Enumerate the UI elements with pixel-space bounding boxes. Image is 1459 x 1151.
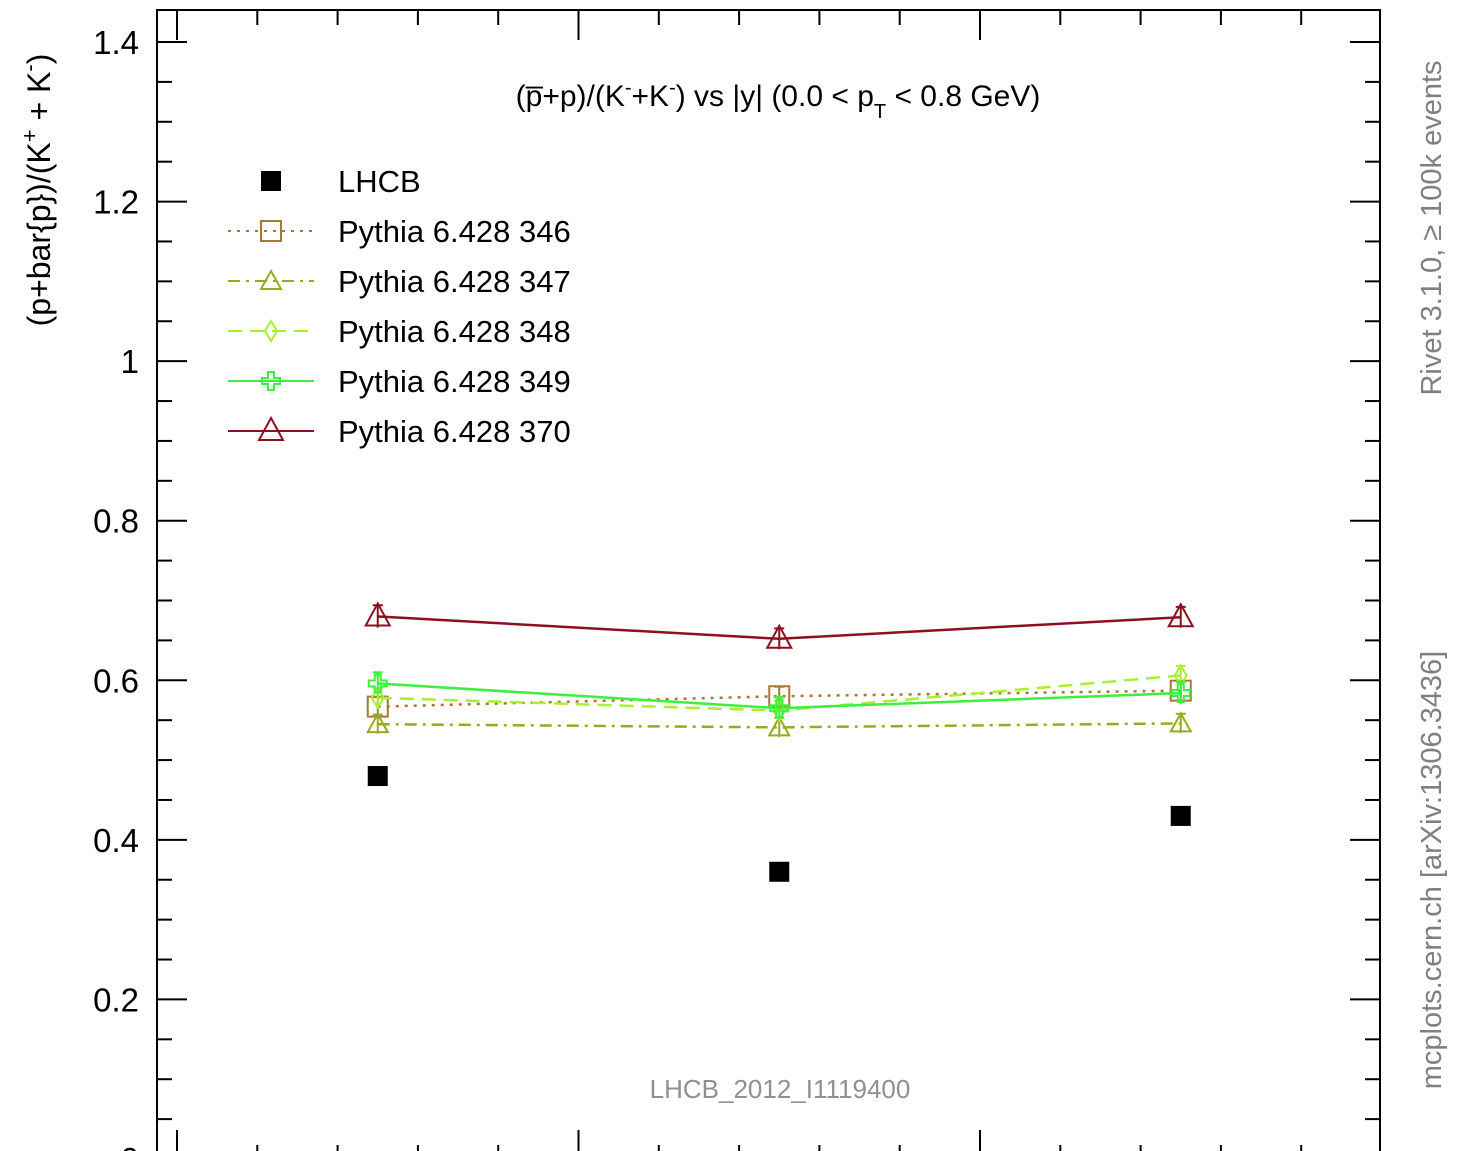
series-lhcb: [367, 766, 1191, 882]
data-point: [1170, 683, 1191, 704]
y-tick-label: 1: [121, 343, 139, 380]
legend-item: Pythia 6.428 348: [228, 314, 571, 349]
legend-marker: [261, 371, 281, 391]
data-point: [1170, 805, 1191, 826]
title-end: < 0.8 GeV): [886, 80, 1040, 113]
legend-marker: [261, 171, 281, 191]
title-mid: +K: [632, 80, 670, 113]
plot-frame: [156, 9, 1381, 1151]
legend-label: Pythia 6.428 349: [338, 364, 571, 399]
legend: LHCB Pythia 6.428 346 Pythia 6.428 347 Pyth…: [228, 164, 571, 449]
x-axis-ticks: [176, 10, 1303, 1151]
ylabel-sup2: -: [17, 64, 42, 71]
data-point: [765, 623, 793, 649]
series-347: [366, 711, 1193, 737]
title-tail: ) vs |y| (0.0 < p: [676, 80, 874, 113]
ylabel-mid: + K: [21, 72, 57, 130]
legend-item: Pythia 6.428 349: [228, 364, 571, 399]
side-label-bottom: mcplots.cern.ch [arXiv:1306.3436]: [1416, 651, 1448, 1089]
legend-item: Pythia 6.428 370: [228, 414, 571, 449]
legend-label: Pythia 6.428 348: [338, 314, 571, 349]
data-point: [370, 685, 385, 710]
series-370: [364, 601, 1195, 650]
data-point: [769, 698, 790, 719]
y-tick-label: 1.4: [93, 24, 139, 61]
data-point: [364, 601, 392, 627]
legend-item: Pythia 6.428 346: [228, 214, 571, 249]
data-point: [1169, 711, 1193, 733]
title-sup1: -: [625, 77, 632, 99]
y-tick-label: 0.6: [93, 662, 139, 699]
y-tick-label: 1.2: [93, 184, 139, 221]
chart-title: (p̅+p)/(K-+K-) vs |y| (0.0 < pT < 0.8 Ge…: [516, 77, 1041, 123]
ylabel-sup1: +: [17, 129, 42, 142]
legend-label: Pythia 6.428 370: [338, 414, 571, 449]
y-tick-label: 0.4: [93, 822, 139, 859]
plot-axes: [156, 9, 1381, 1151]
y-axis-label: (p+bar{p})/(K+ + K-): [17, 54, 57, 327]
legend-label: Pythia 6.428 346: [338, 214, 571, 249]
data-point: [769, 861, 790, 882]
legend-marker: [260, 220, 282, 242]
legend-item: Pythia 6.428 347: [228, 264, 571, 299]
y-tick-label: 0.2: [93, 981, 139, 1018]
legend-item: LHCB: [261, 164, 421, 199]
data-point: [767, 715, 791, 737]
legend-marker: [263, 319, 279, 343]
legend-marker: [257, 415, 285, 441]
y-tick-label: 0.8: [93, 503, 139, 540]
data-point: [366, 712, 390, 734]
data-point: [367, 673, 388, 694]
y-tick-label: 0: [121, 1141, 139, 1151]
data-point: [1167, 602, 1195, 628]
legend-marker: [259, 268, 283, 290]
series-layer: [364, 601, 1195, 882]
legend-label: Pythia 6.428 347: [338, 264, 571, 299]
title-sup2: -: [669, 77, 676, 99]
legend-label: LHCB: [338, 164, 421, 199]
watermark: LHCB_2012_I1119400: [650, 1074, 911, 1104]
title-main: (p̅+p)/(K: [516, 80, 625, 113]
side-label-top: Rivet 3.1.0, ≥ 100k events: [1416, 60, 1448, 395]
ylabel-main: (p+bar{p})/(K: [21, 142, 57, 326]
series-349: [367, 671, 1191, 720]
title-sub: T: [874, 101, 886, 123]
ylabel-end: ): [21, 54, 57, 65]
y-axis-ticks: 0 0.2 0.4 0.6 0.8 1 1.2 1.4: [93, 24, 1380, 1151]
data-point: [367, 766, 388, 787]
